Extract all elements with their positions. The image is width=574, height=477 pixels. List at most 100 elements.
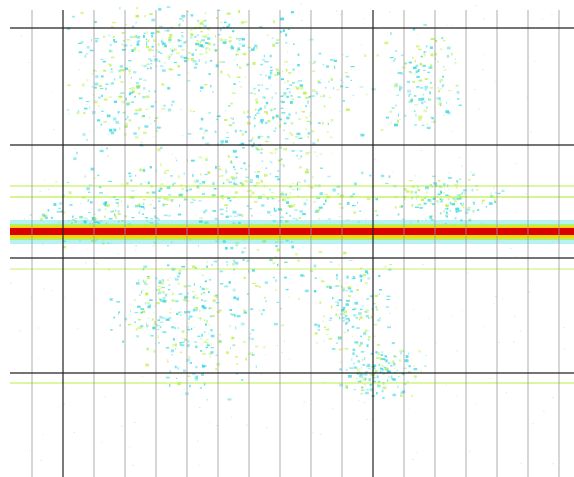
density-speck bbox=[256, 113, 259, 115]
density-speck bbox=[175, 366, 177, 369]
density-speck bbox=[129, 176, 132, 177]
density-speck bbox=[129, 73, 131, 74]
density-speck bbox=[437, 61, 439, 63]
density-speck bbox=[457, 91, 460, 94]
density-speck bbox=[390, 32, 391, 35]
density-speck bbox=[413, 67, 417, 70]
density-speck bbox=[208, 291, 210, 293]
density-speck bbox=[37, 328, 39, 329]
density-speck bbox=[353, 314, 356, 316]
density-speck bbox=[146, 46, 149, 48]
density-speck bbox=[200, 31, 202, 32]
density-speck bbox=[438, 103, 441, 105]
density-speck bbox=[384, 266, 387, 268]
density-speck bbox=[358, 360, 361, 363]
density-speck bbox=[446, 385, 448, 386]
density-speck bbox=[174, 182, 175, 184]
density-speck bbox=[415, 175, 417, 176]
density-speck bbox=[289, 359, 291, 360]
density-speck bbox=[414, 368, 418, 370]
density-speck bbox=[262, 59, 265, 60]
density-speck bbox=[442, 76, 444, 78]
density-speck bbox=[116, 301, 120, 303]
density-speck bbox=[190, 109, 192, 112]
density-speck bbox=[181, 32, 183, 33]
density-speck bbox=[244, 180, 248, 182]
density-speck bbox=[499, 342, 501, 343]
density-speck bbox=[443, 210, 446, 213]
density-speck bbox=[293, 218, 297, 219]
density-speck bbox=[366, 365, 370, 367]
density-speck bbox=[265, 75, 267, 77]
density-speck bbox=[446, 214, 449, 215]
density-speck bbox=[282, 101, 285, 103]
density-speck bbox=[74, 148, 76, 149]
density-speck bbox=[286, 117, 289, 120]
density-speck bbox=[273, 277, 275, 278]
density-speck bbox=[188, 285, 191, 286]
density-speck bbox=[235, 191, 238, 194]
density-speck bbox=[137, 85, 140, 88]
density-speck bbox=[201, 39, 205, 41]
density-speck bbox=[368, 368, 371, 369]
density-speck bbox=[220, 209, 224, 211]
density-speck bbox=[406, 190, 409, 192]
density-speck bbox=[310, 270, 313, 272]
density-speck bbox=[20, 330, 22, 331]
density-speck bbox=[146, 218, 148, 219]
density-speck bbox=[135, 110, 138, 112]
density-speck bbox=[300, 210, 303, 213]
density-speck bbox=[265, 354, 267, 355]
density-speck bbox=[285, 138, 289, 139]
density-speck bbox=[271, 192, 275, 193]
density-speck bbox=[262, 160, 264, 161]
density-speck bbox=[104, 396, 106, 397]
density-speck bbox=[243, 259, 245, 261]
density-speck bbox=[252, 192, 255, 195]
density-speck bbox=[72, 216, 73, 218]
density-speck bbox=[121, 81, 124, 82]
density-speck bbox=[172, 49, 173, 52]
density-speck bbox=[419, 65, 421, 66]
density-speck bbox=[396, 370, 398, 371]
density-speck bbox=[502, 191, 505, 192]
density-speck bbox=[170, 308, 171, 309]
density-speck bbox=[284, 82, 286, 83]
density-speck bbox=[264, 55, 265, 58]
density-speck bbox=[482, 200, 485, 202]
density-speck bbox=[136, 15, 140, 18]
density-speck bbox=[79, 97, 82, 99]
density-speck bbox=[450, 202, 452, 205]
density-speck bbox=[297, 64, 300, 66]
density-speck bbox=[198, 21, 199, 22]
density-speck bbox=[386, 299, 390, 300]
density-speck bbox=[179, 272, 180, 274]
density-speck bbox=[149, 90, 150, 92]
density-speck bbox=[101, 111, 103, 112]
density-speck bbox=[211, 335, 215, 338]
density-speck bbox=[367, 278, 370, 280]
density-speck bbox=[180, 342, 184, 343]
density-speck bbox=[390, 365, 392, 366]
density-speck bbox=[274, 130, 276, 132]
density-speck bbox=[139, 206, 142, 208]
density-speck bbox=[482, 202, 483, 204]
density-speck bbox=[371, 353, 373, 355]
density-speck bbox=[423, 24, 427, 25]
density-speck bbox=[257, 47, 258, 49]
density-speck bbox=[205, 324, 207, 326]
density-speck bbox=[217, 115, 221, 117]
density-speck bbox=[136, 82, 139, 84]
density-speck bbox=[296, 87, 299, 89]
density-speck bbox=[346, 300, 350, 302]
density-speck bbox=[261, 204, 264, 206]
density-speck bbox=[455, 59, 456, 60]
density-speck bbox=[226, 211, 228, 212]
density-speck bbox=[39, 191, 41, 192]
density-speck bbox=[158, 329, 160, 330]
density-speck bbox=[305, 171, 309, 174]
density-speck bbox=[233, 211, 237, 214]
density-speck bbox=[426, 107, 427, 109]
density-speck bbox=[368, 317, 370, 318]
density-speck bbox=[297, 182, 300, 183]
